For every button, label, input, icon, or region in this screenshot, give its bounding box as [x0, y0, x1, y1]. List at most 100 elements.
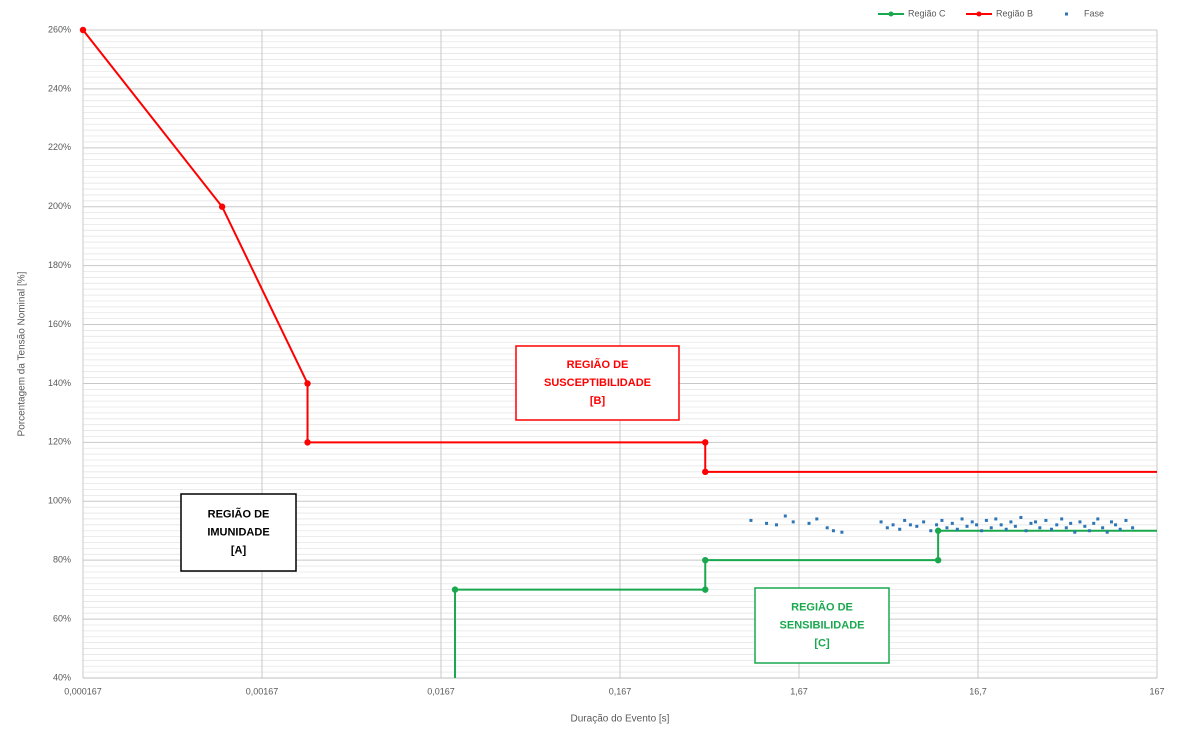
- annotation-box: [180, 493, 297, 572]
- scatter-point: [970, 520, 974, 524]
- scatter-point: [1092, 521, 1096, 525]
- y-tick-label: 60%: [53, 613, 71, 623]
- scatter-point: [984, 518, 988, 522]
- scatter-point: [965, 524, 969, 528]
- point: [934, 556, 942, 564]
- scatter-point: [1019, 515, 1023, 519]
- legend-swatch: [1065, 12, 1068, 16]
- scatter-point: [898, 527, 902, 531]
- scatter-point: [903, 518, 907, 522]
- y-tick-label: 40%: [53, 672, 71, 682]
- scatter-point: [791, 520, 795, 524]
- scatter-point: [1109, 520, 1113, 524]
- scatter-point: [1105, 530, 1109, 534]
- annotation-text: [B]: [590, 395, 606, 407]
- scatter-point: [1069, 521, 1073, 525]
- y-tick-label: 240%: [48, 83, 71, 93]
- annotation-text: [A]: [231, 544, 247, 556]
- scatter-point: [831, 529, 835, 533]
- scatter-point: [765, 521, 769, 525]
- scatter-point: [885, 526, 889, 530]
- point: [304, 380, 311, 387]
- scatter-point: [1050, 527, 1054, 531]
- y-tick-label: 180%: [48, 260, 71, 270]
- scatter-point: [1114, 523, 1118, 527]
- annotation-text: REGIÃO DE: [208, 507, 270, 520]
- scatter-point: [1101, 526, 1105, 530]
- scatter-point: [783, 514, 787, 518]
- scatter-point: [1024, 529, 1028, 533]
- annotation-text: SENSIBILIDADE: [780, 619, 865, 631]
- y-tick-label: 160%: [48, 319, 71, 329]
- scatter-point: [929, 529, 933, 533]
- scatter-point: [1060, 517, 1064, 521]
- annotation-text: REGIÃO DE: [567, 358, 629, 371]
- x-tick-label: 167: [1149, 686, 1164, 696]
- annotation-text: REGIÃO DE: [791, 600, 853, 613]
- point: [702, 439, 709, 446]
- x-axis-title: Duração do Evento [s]: [571, 714, 670, 725]
- scatter-point: [1004, 527, 1008, 531]
- scatter-point: [1124, 518, 1128, 522]
- scatter-point: [999, 523, 1003, 527]
- scatter-point: [1096, 517, 1100, 521]
- point: [451, 586, 459, 593]
- y-tick-label: 260%: [48, 24, 71, 34]
- scatter-point: [1034, 520, 1038, 524]
- scatter-point: [891, 523, 895, 527]
- scatter-point: [879, 520, 883, 524]
- x-tick-label: 1,67: [790, 686, 808, 696]
- x-tick-label: 16,7: [969, 686, 987, 696]
- point: [79, 26, 87, 34]
- scatter-point: [1064, 526, 1068, 530]
- annotation-text: IMUNIDADE: [207, 526, 269, 538]
- scatter-point: [945, 526, 949, 530]
- annotation-text: [C]: [814, 637, 830, 649]
- scatter-point: [825, 526, 829, 530]
- scatter-point: [1044, 518, 1048, 522]
- annotation-text: SUSCEPTIBILIDADE: [544, 377, 651, 389]
- x-tick-label: 0,00167: [246, 686, 279, 696]
- scatter-point: [749, 518, 753, 522]
- scatter-point: [1038, 526, 1042, 530]
- scatter-point: [1078, 520, 1082, 524]
- y-tick-label: 140%: [48, 378, 71, 388]
- scatter-point: [922, 520, 926, 524]
- scatter-point: [980, 529, 984, 533]
- point: [702, 468, 709, 476]
- scatter-point: [1083, 524, 1087, 528]
- scatter-point: [807, 521, 811, 525]
- point: [702, 556, 709, 564]
- x-tick-label: 0,000167: [64, 686, 102, 696]
- y-tick-label: 120%: [48, 437, 71, 447]
- scatter-point: [994, 517, 998, 521]
- scatter-point: [950, 521, 954, 525]
- scatter-point: [960, 517, 964, 521]
- scatter-point: [1073, 530, 1077, 534]
- legend-swatch: [976, 11, 982, 17]
- scatter-point: [1131, 526, 1135, 530]
- scatter-point: [989, 526, 993, 530]
- annotation-box: [515, 345, 680, 421]
- scatter-point: [975, 523, 979, 527]
- y-tick-label: 80%: [53, 555, 71, 565]
- scatter-point: [1013, 524, 1017, 528]
- scatter-point: [840, 530, 844, 534]
- legend-label: Região B: [996, 8, 1033, 18]
- scatter-point: [1029, 521, 1033, 525]
- legend-label: Região C: [908, 8, 946, 18]
- point: [702, 586, 709, 593]
- y-tick-label: 200%: [48, 201, 71, 211]
- x-tick-label: 0,167: [609, 686, 632, 696]
- scatter-point: [908, 523, 912, 527]
- scatter-point: [955, 527, 959, 531]
- scatter-point: [815, 517, 819, 521]
- scatter-point: [1055, 523, 1059, 527]
- point: [934, 527, 942, 534]
- y-tick-label: 100%: [48, 496, 71, 506]
- x-tick-label: 0,0167: [427, 686, 455, 696]
- annotation-box: [754, 587, 890, 664]
- point: [218, 203, 226, 210]
- scatter-point: [1087, 529, 1091, 533]
